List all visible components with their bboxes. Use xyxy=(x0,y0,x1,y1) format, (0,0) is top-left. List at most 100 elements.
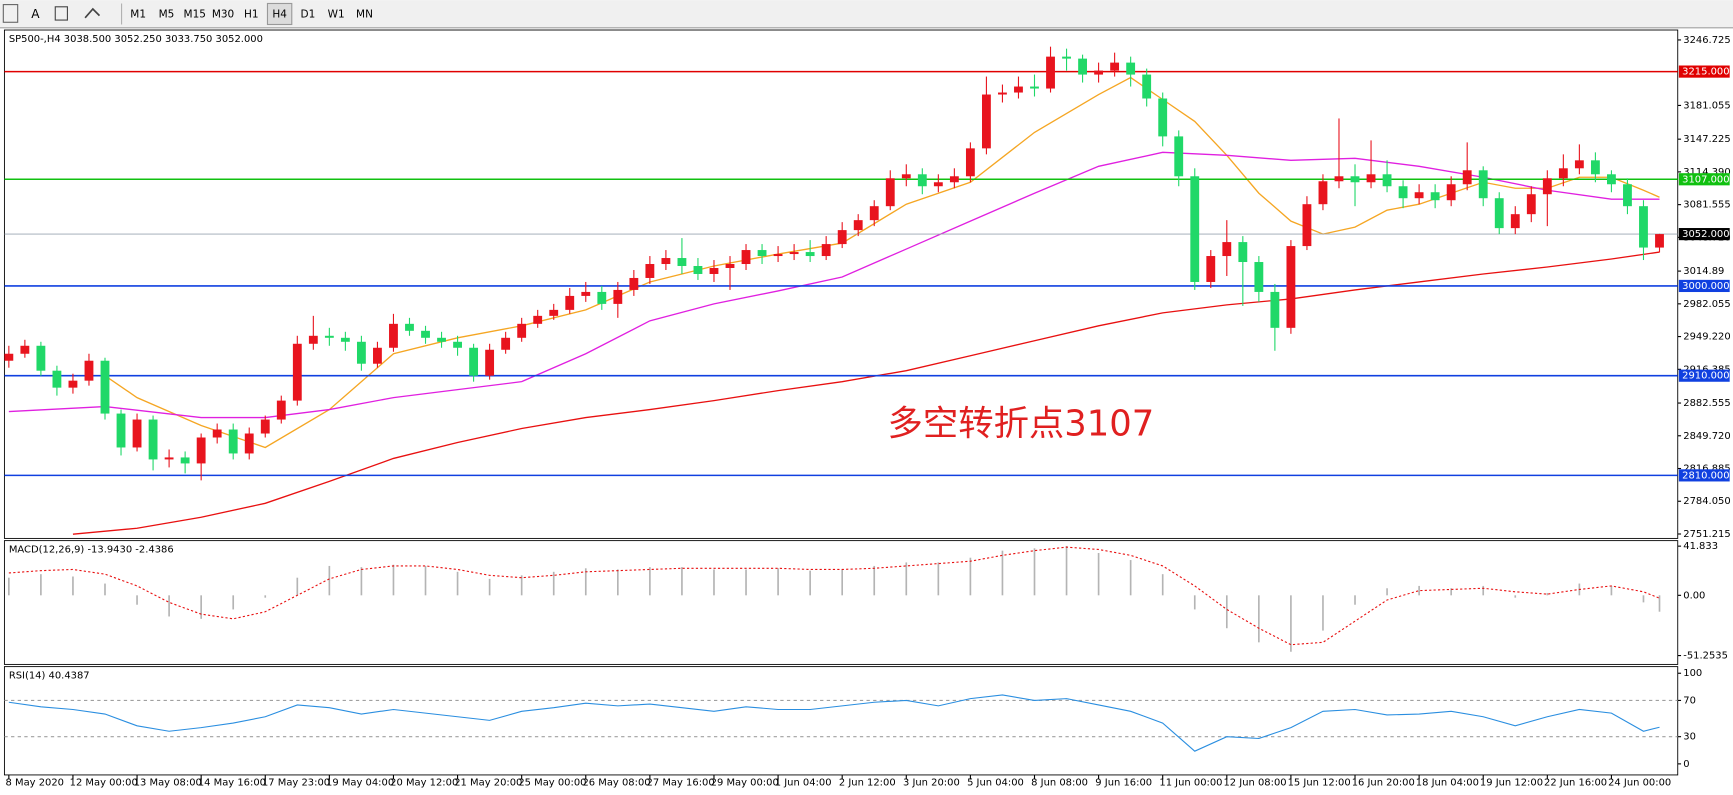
price-level-tag xyxy=(1678,228,1730,241)
candle-body xyxy=(1238,242,1248,263)
x-tick-label: 26 May 08:00 xyxy=(582,778,650,789)
timeframe-button[interactable]: H1 xyxy=(244,9,259,21)
toolbar xyxy=(0,0,1733,28)
candle-body xyxy=(677,258,687,267)
candle-body xyxy=(549,309,559,316)
panel-frame xyxy=(3,666,1679,776)
moving-average xyxy=(8,151,1660,419)
candle-body xyxy=(661,258,671,265)
x-tick-label: 25 May 00:00 xyxy=(518,778,586,789)
candle-body xyxy=(1318,181,1328,205)
y-tick-label: 2982.055 xyxy=(1683,299,1730,310)
y-tick-label: 3014.89 xyxy=(1683,266,1724,277)
candle-body xyxy=(1366,174,1376,183)
price-level-tag xyxy=(1678,369,1730,382)
candle-body xyxy=(324,335,334,338)
panel-title: SP500-,H4 3038.500 3052.250 3033.750 305… xyxy=(9,34,263,45)
candle-body xyxy=(1526,194,1536,215)
text-tool[interactable]: A xyxy=(31,7,40,21)
candle-body xyxy=(837,230,847,245)
candle-body xyxy=(597,291,607,304)
candle-body xyxy=(4,353,14,361)
x-tick-label: 2 Jun 12:00 xyxy=(839,778,896,789)
candle-body xyxy=(613,289,623,304)
y-tick-label: 2849.720 xyxy=(1683,431,1730,442)
candle-body xyxy=(949,176,959,183)
price-level-label: 2910.000 xyxy=(1682,371,1729,382)
candle-body xyxy=(276,400,286,420)
candle-body xyxy=(1623,184,1632,207)
candle-body xyxy=(1639,206,1648,248)
candle-body xyxy=(853,220,863,231)
candle-body xyxy=(629,277,639,290)
panel-title: MACD(12,26,9) -13.9430 -2.4386 xyxy=(9,544,174,555)
candle-body xyxy=(821,244,831,257)
x-tick-label: 19 Jun 12:00 xyxy=(1480,778,1543,789)
timeframe-button[interactable]: MN xyxy=(356,9,373,21)
candle-body xyxy=(885,178,895,207)
x-tick-label: 22 Jun 16:00 xyxy=(1544,778,1607,789)
timeframe-button[interactable]: M30 xyxy=(212,9,234,21)
timeframe-button[interactable]: D1 xyxy=(301,9,316,21)
timeframe-button[interactable]: M5 xyxy=(159,9,175,21)
candle-body xyxy=(1350,176,1360,183)
candle-body xyxy=(789,252,799,255)
y-tick-label: 3147.225 xyxy=(1683,134,1730,145)
candle-body xyxy=(998,92,1007,95)
timeframe-button[interactable]: M15 xyxy=(184,9,206,21)
candle-body xyxy=(292,343,302,401)
price-level-tag xyxy=(1678,469,1730,482)
label-tool[interactable] xyxy=(54,6,68,21)
x-tick-label: 21 May 20:00 xyxy=(454,778,522,789)
x-tick-label: 24 Jun 00:00 xyxy=(1608,778,1671,789)
y-tick-label: 100 xyxy=(1683,668,1702,679)
candle-body xyxy=(1158,98,1168,137)
x-tick-label: 19 May 04:00 xyxy=(326,778,394,789)
timeframe-button[interactable]: H4 xyxy=(272,9,287,21)
candle-body xyxy=(421,330,430,338)
candle-body xyxy=(1558,168,1568,179)
x-tick-label: 13 May 08:00 xyxy=(134,778,202,789)
y-tick-label: 2949.220 xyxy=(1683,332,1730,343)
candle-body xyxy=(1270,291,1280,328)
candle-body xyxy=(356,341,366,364)
y-tick-label: 2816.885 xyxy=(1683,464,1730,475)
candle-body xyxy=(757,250,767,257)
candle-body xyxy=(1494,198,1504,229)
candle-body xyxy=(1222,242,1232,257)
candle-body xyxy=(36,345,46,371)
candle-body xyxy=(1302,204,1312,247)
candle-body xyxy=(901,174,911,179)
x-tick-label: 16 Jun 20:00 xyxy=(1352,778,1415,789)
candle-body xyxy=(485,349,495,376)
x-tick-label: 3 Jun 20:00 xyxy=(903,778,960,789)
candle-body xyxy=(1574,160,1584,169)
x-tick-label: 1 Jun 04:00 xyxy=(775,778,832,789)
candle-body xyxy=(1286,246,1296,328)
candle-body xyxy=(1607,174,1616,185)
x-tick-label: 15 Jun 12:00 xyxy=(1288,778,1351,789)
x-tick-label: 17 May 23:00 xyxy=(262,778,330,789)
panel-frame xyxy=(3,540,1679,665)
candle-body xyxy=(581,291,591,296)
candle-body xyxy=(1190,176,1200,282)
candle-body xyxy=(965,148,975,177)
candle-body xyxy=(1062,56,1071,59)
candle-body xyxy=(180,457,190,464)
panel-title: RSI(14) 40.4387 xyxy=(9,670,90,681)
candle-body xyxy=(1590,160,1600,175)
timeframe-button[interactable]: W1 xyxy=(328,9,345,21)
candle-body xyxy=(20,345,30,354)
candle-body xyxy=(693,266,703,274)
cursor-icon[interactable] xyxy=(2,4,19,23)
price-level-label: 3107.000 xyxy=(1682,174,1729,185)
timeframe-button[interactable]: M1 xyxy=(130,9,146,21)
candle-body xyxy=(340,337,350,342)
candle-body xyxy=(1174,136,1184,177)
shapes-tool[interactable] xyxy=(84,7,101,19)
price-level-tag xyxy=(1678,65,1730,78)
x-tick-label: 8 May 2020 xyxy=(6,778,64,789)
y-tick-label: 41.833 xyxy=(1683,541,1718,552)
